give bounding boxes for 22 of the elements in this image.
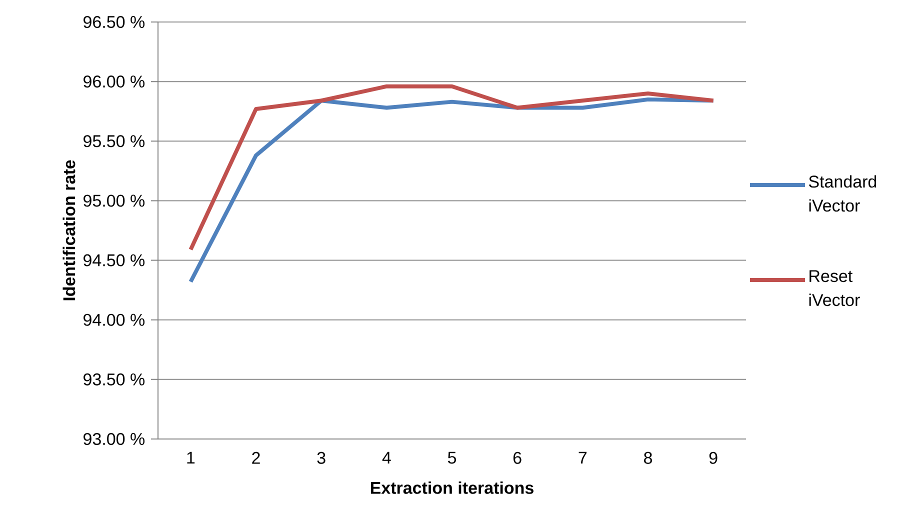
x-tick-label: 9 [709,452,718,464]
legend-label: Standard iVector [808,175,876,212]
x-tick-label: 2 [252,452,260,464]
y-tick-label: 95.50 % [84,135,145,148]
y-tick-label: 94.00 % [84,314,145,326]
y-tick-label: 96.50 % [84,16,145,28]
line-series [188,97,716,284]
x-tick-label: 5 [448,452,456,464]
x-tick-label: 8 [644,452,652,464]
x-tick-label: 1 [187,452,195,464]
y-tick-label: 93.50 % [84,373,145,386]
x-tick-label: 7 [578,452,587,464]
legend-label: Reset iVector [809,270,860,306]
x-tick-label: 6 [513,452,522,464]
x-tick-label: 3 [317,452,326,464]
y-axis-title: Identification rate [62,160,76,300]
y-tick-label: 96.00 % [84,76,145,88]
y-tick-label: 93.00 % [84,432,145,446]
x-tick-label: 4 [382,452,391,464]
y-tick-label: 94.50 % [84,254,145,266]
y-tick-label: 95.00 % [84,194,145,207]
x-axis-title: Extraction iterations [370,481,534,494]
